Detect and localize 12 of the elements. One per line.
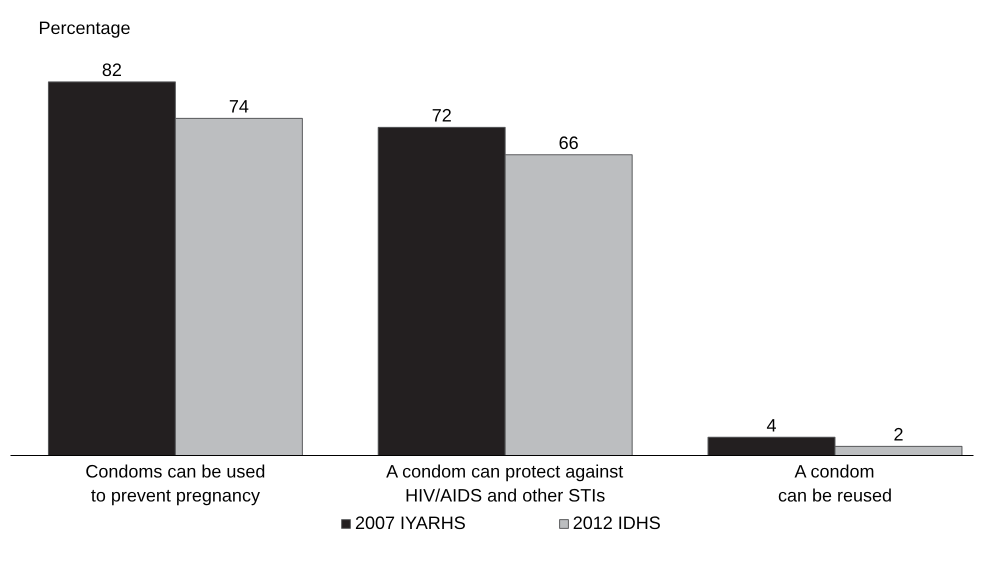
y-axis-title: Percentage bbox=[38, 18, 131, 38]
legend-label: 2012 IDHS bbox=[572, 513, 661, 534]
x-tick-label: Condoms can be used to prevent pregnancy bbox=[85, 462, 266, 506]
x-tick-label: A condom can be reused bbox=[778, 462, 892, 506]
data-label: 2 bbox=[893, 424, 904, 444]
data-label: 82 bbox=[102, 60, 122, 80]
data-label: 74 bbox=[228, 96, 249, 116]
x-tick-label: A condom can protect against HIV/AIDS and other STIs bbox=[386, 462, 624, 506]
data-label: 4 bbox=[766, 415, 777, 436]
data-label: 72 bbox=[432, 105, 452, 126]
data-label: 66 bbox=[558, 132, 579, 153]
legend-label: 2007 IYARHS bbox=[355, 513, 466, 534]
